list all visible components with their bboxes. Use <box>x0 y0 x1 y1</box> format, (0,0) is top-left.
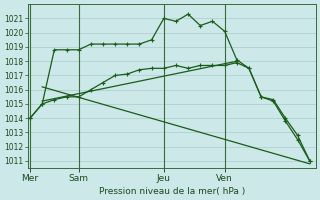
X-axis label: Pression niveau de la mer( hPa ): Pression niveau de la mer( hPa ) <box>99 187 245 196</box>
